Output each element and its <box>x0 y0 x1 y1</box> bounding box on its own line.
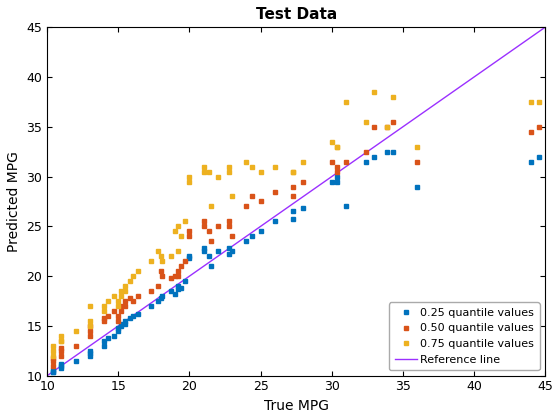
0.75 quantile values <box>536 100 543 105</box>
0.75 quantile values <box>50 353 57 358</box>
Legend: 0.25 quantile values, 0.50 quantile values, 0.75 quantile values, Reference line: 0.25 quantile values, 0.50 quantile valu… <box>389 302 540 370</box>
0.50 quantile values <box>206 229 213 234</box>
Line: 0.25 quantile values: 0.25 quantile values <box>50 149 542 374</box>
0.50 quantile values <box>390 119 396 124</box>
0.25 quantile values <box>334 174 341 179</box>
0.50 quantile values <box>50 358 57 363</box>
0.75 quantile values <box>50 348 57 353</box>
0.25 quantile values <box>129 313 136 318</box>
0.50 quantile values <box>186 229 193 234</box>
0.25 quantile values <box>115 328 122 333</box>
0.75 quantile values <box>135 269 142 274</box>
0.75 quantile values <box>371 89 378 94</box>
0.75 quantile values <box>343 100 349 105</box>
0.50 quantile values <box>111 308 118 313</box>
Line: 0.50 quantile values: 0.50 quantile values <box>50 119 542 368</box>
0.25 quantile values <box>200 246 207 251</box>
0.50 quantile values <box>115 313 122 318</box>
0.25 quantile values <box>50 369 57 374</box>
0.25 quantile values <box>182 278 189 284</box>
0.25 quantile values <box>384 149 390 154</box>
X-axis label: True MPG: True MPG <box>264 399 329 413</box>
0.75 quantile values <box>186 179 193 184</box>
0.50 quantile values <box>343 159 349 164</box>
Title: Test Data: Test Data <box>255 7 337 22</box>
0.25 quantile values <box>536 154 543 159</box>
0.75 quantile values <box>115 299 122 304</box>
0.50 quantile values <box>135 294 142 299</box>
Y-axis label: Predicted MPG: Predicted MPG <box>7 151 21 252</box>
0.50 quantile values <box>50 363 57 368</box>
0.75 quantile values <box>206 169 213 174</box>
Line: 0.75 quantile values: 0.75 quantile values <box>50 89 542 358</box>
0.75 quantile values <box>111 294 118 299</box>
0.25 quantile values <box>105 335 112 340</box>
0.50 quantile values <box>536 124 543 129</box>
